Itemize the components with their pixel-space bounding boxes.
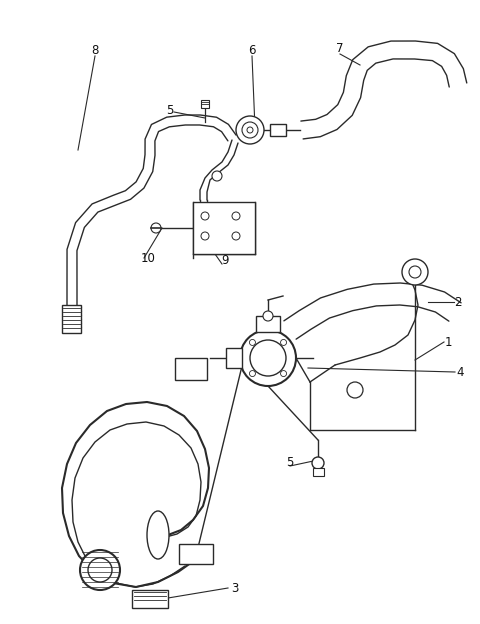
Text: 9: 9 [221, 253, 229, 266]
Text: 8: 8 [91, 44, 99, 57]
Circle shape [201, 232, 209, 240]
Circle shape [242, 122, 258, 138]
Bar [175, 358, 207, 380]
Text: 1: 1 [444, 336, 452, 348]
Circle shape [280, 371, 287, 376]
Bar [193, 202, 255, 254]
Circle shape [402, 259, 428, 285]
Circle shape [250, 340, 286, 376]
Circle shape [250, 371, 255, 376]
Text: 7: 7 [336, 42, 344, 54]
Bar [132, 590, 168, 608]
Text: 6: 6 [248, 44, 256, 57]
Circle shape [240, 330, 296, 386]
Text: 5: 5 [166, 104, 174, 117]
Text: 3: 3 [231, 582, 239, 595]
Circle shape [232, 232, 240, 240]
Bar [201, 100, 209, 108]
Circle shape [88, 558, 112, 582]
Circle shape [409, 266, 421, 278]
Text: 4: 4 [456, 366, 464, 379]
Circle shape [280, 339, 287, 346]
Circle shape [80, 550, 120, 590]
Circle shape [312, 457, 324, 469]
Bar [62, 305, 81, 333]
Bar [226, 348, 242, 368]
Circle shape [263, 311, 273, 321]
Bar [270, 124, 286, 136]
Ellipse shape [147, 511, 169, 559]
Circle shape [236, 116, 264, 144]
Circle shape [151, 223, 161, 233]
Circle shape [247, 127, 253, 133]
Bar [256, 316, 280, 332]
Bar [179, 544, 213, 564]
Circle shape [250, 339, 255, 346]
Text: 10: 10 [141, 251, 156, 265]
Circle shape [201, 212, 209, 220]
FancyBboxPatch shape [312, 467, 324, 475]
Text: 5: 5 [286, 456, 294, 469]
Circle shape [212, 171, 222, 181]
Circle shape [347, 382, 363, 398]
Text: 2: 2 [454, 296, 462, 308]
Circle shape [232, 212, 240, 220]
